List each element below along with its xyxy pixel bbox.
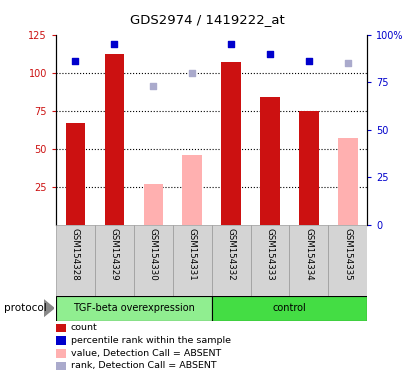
Bar <box>251 225 289 298</box>
Point <box>344 60 351 66</box>
Text: TGF-beta overexpression: TGF-beta overexpression <box>73 303 195 313</box>
Bar <box>212 225 251 298</box>
Bar <box>134 225 173 298</box>
Point <box>189 70 195 76</box>
Bar <box>66 123 85 225</box>
Bar <box>105 54 124 225</box>
Bar <box>328 225 367 298</box>
Bar <box>212 296 367 321</box>
Polygon shape <box>44 300 54 316</box>
Bar <box>56 296 212 321</box>
Bar <box>289 225 328 298</box>
Text: GSM154328: GSM154328 <box>71 228 80 280</box>
Text: GSM154335: GSM154335 <box>343 228 352 280</box>
Bar <box>183 155 202 225</box>
Text: percentile rank within the sample: percentile rank within the sample <box>71 336 231 345</box>
Bar <box>173 225 212 298</box>
Bar <box>299 111 319 225</box>
Text: protocol: protocol <box>4 303 47 313</box>
Text: GSM154329: GSM154329 <box>110 228 119 280</box>
Text: GSM154333: GSM154333 <box>266 228 274 280</box>
Point <box>228 41 234 47</box>
Text: rank, Detection Call = ABSENT: rank, Detection Call = ABSENT <box>71 361 216 371</box>
Text: value, Detection Call = ABSENT: value, Detection Call = ABSENT <box>71 349 221 358</box>
Text: GDS2974 / 1419222_at: GDS2974 / 1419222_at <box>130 13 285 26</box>
Text: GSM154331: GSM154331 <box>188 228 197 280</box>
Bar <box>95 225 134 298</box>
Text: GSM154334: GSM154334 <box>305 228 313 280</box>
Text: GSM154330: GSM154330 <box>149 228 158 280</box>
Point <box>267 51 273 57</box>
Bar <box>144 184 163 225</box>
Text: control: control <box>273 303 306 313</box>
Bar <box>338 138 358 225</box>
Bar <box>260 97 280 225</box>
Text: count: count <box>71 323 97 333</box>
Point <box>150 83 156 89</box>
Text: GSM154332: GSM154332 <box>227 228 236 280</box>
Bar <box>56 225 95 298</box>
Point <box>72 58 79 64</box>
Bar <box>221 62 241 225</box>
Point <box>305 58 312 64</box>
Point <box>111 41 118 47</box>
